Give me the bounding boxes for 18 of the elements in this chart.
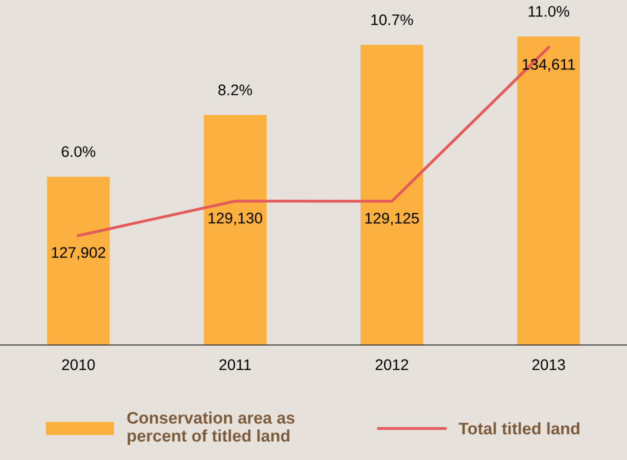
data-label: 129,130 [208, 212, 262, 226]
data-label: 8.2% [218, 84, 252, 96]
bar [204, 115, 266, 345]
legend-label: Total titled land [458, 422, 580, 434]
x-tick-label: 2010 [62, 359, 95, 370]
data-label: 10.7% [371, 14, 413, 26]
data-label: 129,125 [365, 212, 419, 226]
legend-label: Conservation area as percent of titled land [127, 412, 294, 445]
data-label: 127,902 [52, 247, 106, 260]
data-label: 134,611 [522, 58, 575, 72]
x-tick-label: 2012 [376, 359, 408, 370]
x-tick-label: 2013 [532, 359, 565, 370]
data-label: 11.0% [528, 6, 570, 17]
x-tick-label: 2011 [219, 359, 251, 370]
data-label: 6.0% [62, 146, 96, 158]
bar [517, 36, 580, 345]
bar [360, 44, 424, 345]
bar [47, 176, 110, 345]
